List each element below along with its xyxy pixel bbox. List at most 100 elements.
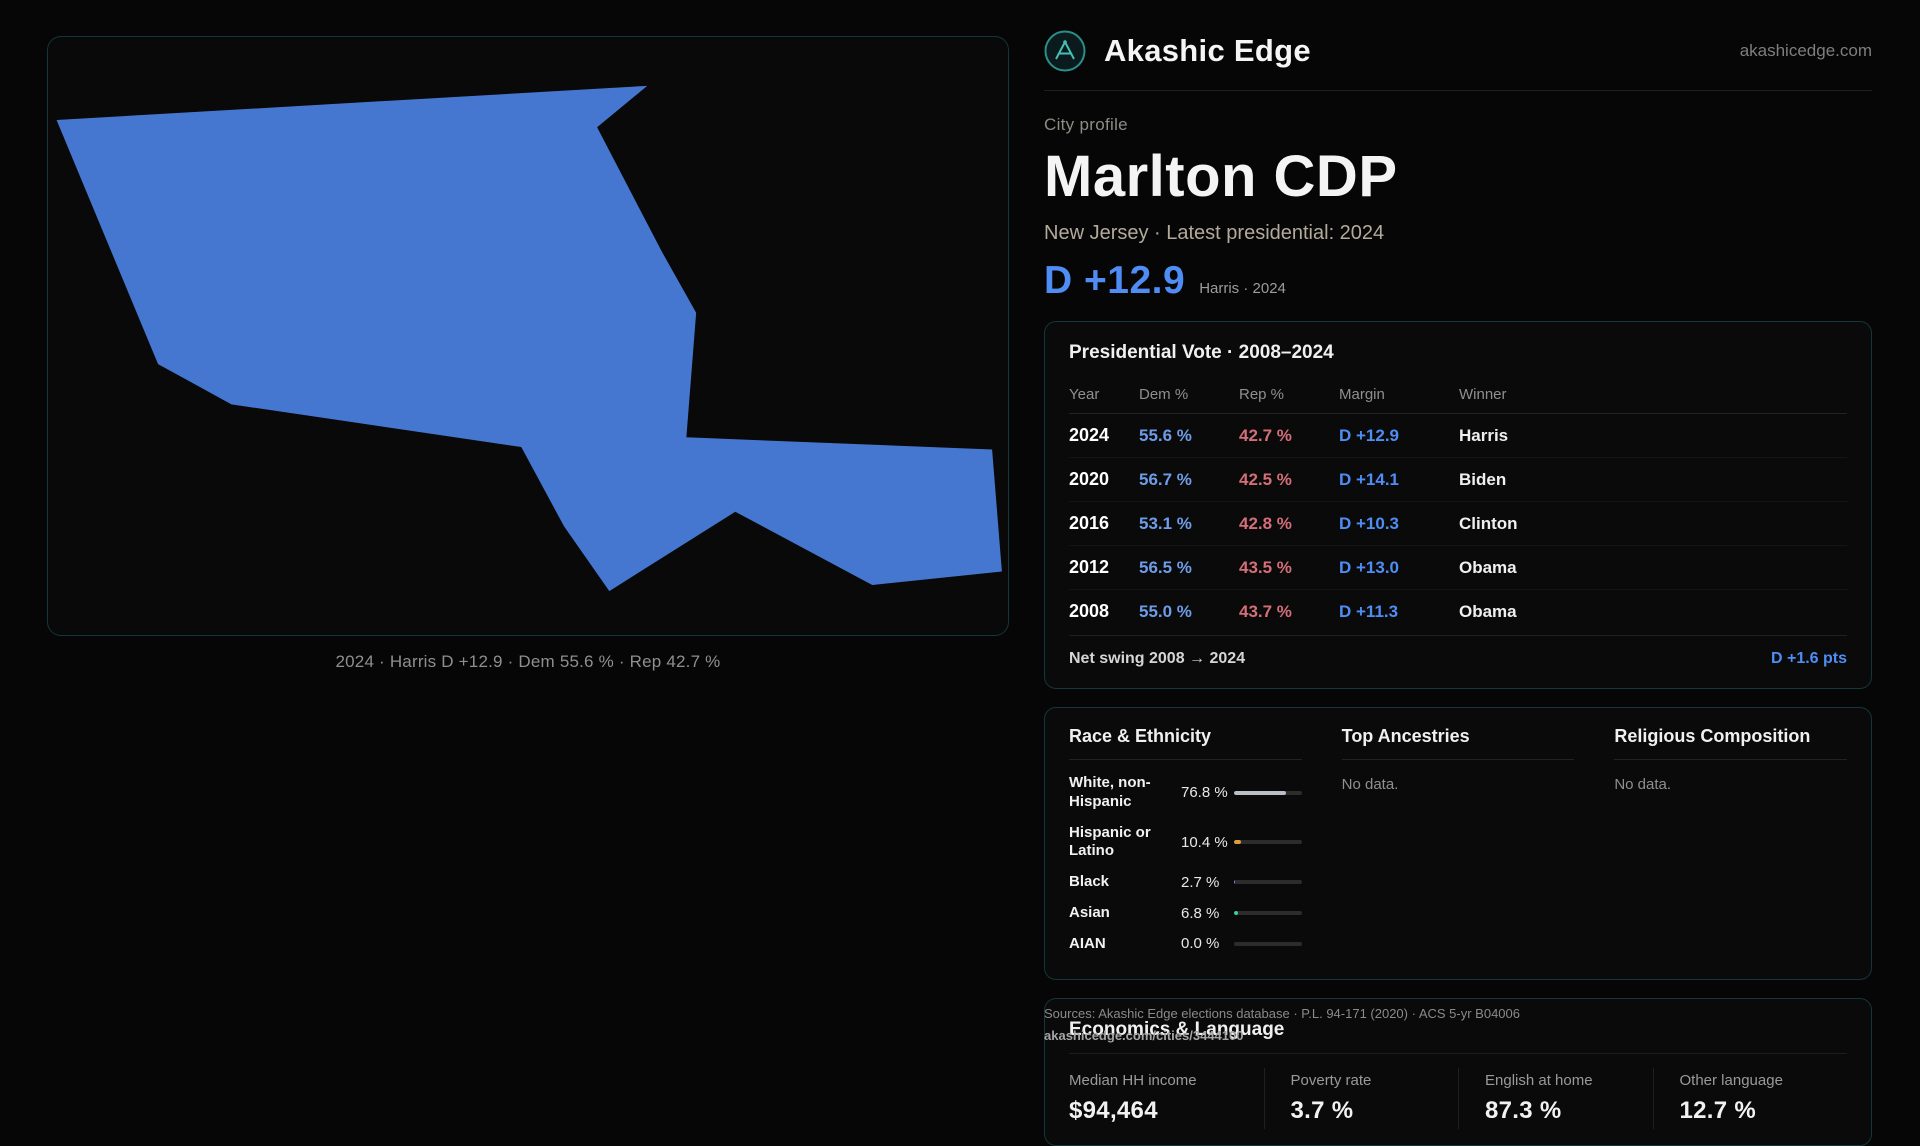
headline-note: Harris · 2024 — [1199, 280, 1286, 297]
election-row: 2008 55.0 % 43.7 % D +11.3 Obama — [1069, 590, 1847, 633]
ancestries-title: Top Ancestries — [1341, 726, 1575, 760]
race-value: 10.4 % — [1181, 833, 1228, 851]
page-title: Marlton CDP — [1044, 144, 1398, 209]
net-swing-value: D +1.6 pts — [1770, 650, 1847, 667]
col-dem: Dem % — [1139, 386, 1189, 403]
race-bar — [1233, 880, 1302, 885]
election-margin: D +13.0 — [1339, 557, 1400, 577]
election-row: 2016 53.1 % 42.8 % D +10.3 Clinton — [1069, 502, 1847, 546]
race-label: Black — [1069, 873, 1110, 890]
race-row: White, non-Hispanic 76.8 % — [1069, 768, 1302, 818]
race-section: Race & Ethnicity White, non-Hispanic 76.… — [1069, 726, 1302, 959]
race-label: Hispanic or Latino — [1069, 823, 1151, 860]
race-bar — [1233, 790, 1302, 795]
election-winner: Clinton — [1459, 513, 1518, 533]
stat-label: English at home — [1485, 1072, 1593, 1090]
election-rep-pct: 43.7 % — [1239, 601, 1292, 621]
stat-value: 3.7 % — [1290, 1097, 1354, 1125]
header-divider — [1044, 90, 1872, 91]
stat-poverty-rate: Poverty rate 3.7 % — [1263, 1068, 1459, 1130]
race-row: Black 2.7 % — [1069, 867, 1302, 898]
election-row: 2012 56.5 % 43.5 % D +13.0 Obama — [1069, 546, 1847, 590]
footer-sources: Sources: Akashic Edge elections database… — [1044, 1006, 1520, 1021]
stat-other-language: Other language 12.7 % — [1652, 1068, 1848, 1130]
demographics-card: Race & Ethnicity White, non-Hispanic 76.… — [1044, 707, 1872, 981]
election-rep-pct: 42.7 % — [1239, 425, 1292, 445]
election-winner: Obama — [1459, 601, 1517, 621]
election-winner: Biden — [1459, 469, 1507, 489]
elections-card: Presidential Vote · 2008–2024 Year Dem %… — [1044, 321, 1872, 689]
race-value: 6.8 % — [1181, 904, 1220, 922]
map-panel — [47, 36, 1009, 636]
elections-table: Year Dem % Rep % Margin Winner 2024 55.6… — [1069, 378, 1847, 672]
election-dem-pct: 55.6 % — [1139, 425, 1192, 445]
col-margin: Margin — [1339, 386, 1385, 403]
election-dem-pct: 56.7 % — [1139, 469, 1192, 489]
profile-subtitle: New Jersey · Latest presidential: 2024 — [1044, 222, 1385, 244]
city-boundary-shape — [56, 85, 1002, 592]
right-column: Akashic Edge akashicedge.com City profil… — [1044, 30, 1872, 1146]
brand-logo-icon — [1044, 30, 1086, 72]
stat-label: Poverty rate — [1290, 1072, 1372, 1090]
race-bar — [1233, 840, 1302, 845]
election-margin: D +11.3 — [1339, 601, 1399, 621]
net-swing-label: Net swing 2008 → 2024 — [1069, 650, 1246, 667]
ancestries-empty: No data. — [1341, 776, 1399, 793]
stat-value: $94,464 — [1069, 1097, 1158, 1125]
election-dem-pct: 53.1 % — [1139, 513, 1192, 533]
race-title: Race & Ethnicity — [1069, 726, 1302, 760]
election-year: 2016 — [1069, 513, 1110, 533]
stat-value: 87.3 % — [1485, 1097, 1562, 1125]
religion-section: Religious Composition No data. — [1614, 726, 1847, 959]
economics-stats: Median HH income $94,464 Poverty rate 3.… — [1069, 1068, 1848, 1130]
race-bar — [1233, 941, 1302, 946]
religion-empty: No data. — [1614, 776, 1672, 793]
election-margin: D +14.1 — [1339, 469, 1400, 489]
election-rep-pct: 43.5 % — [1239, 557, 1292, 577]
race-bar — [1233, 911, 1302, 916]
race-row: AIAN 0.0 % — [1069, 929, 1302, 960]
stat-median-income: Median HH income $94,464 — [1069, 1068, 1264, 1129]
election-margin: D +12.9 — [1339, 425, 1400, 445]
election-year: 2024 — [1069, 425, 1110, 445]
election-dem-pct: 55.0 % — [1139, 601, 1192, 621]
profile-kicker: City profile — [1044, 115, 1128, 134]
race-label: Asian — [1069, 903, 1110, 921]
election-winner: Obama — [1459, 557, 1517, 577]
race-value: 0.0 % — [1181, 935, 1220, 953]
site-header: Akashic Edge akashicedge.com — [1044, 30, 1872, 72]
stat-label: Other language — [1679, 1072, 1783, 1090]
brand-name: Akashic Edge — [1104, 33, 1311, 68]
election-rep-pct: 42.5 % — [1239, 469, 1292, 489]
race-label: White, non-Hispanic — [1069, 774, 1151, 810]
election-margin: D +10.3 — [1339, 513, 1400, 533]
col-rep: Rep % — [1239, 386, 1285, 403]
footer-url-link[interactable]: akashicedge.com/cities/3444100 — [1044, 1028, 1244, 1043]
election-winner: Harris — [1459, 425, 1509, 445]
stat-value: 12.7 % — [1679, 1097, 1757, 1125]
ancestries-section: Top Ancestries No data. — [1341, 726, 1575, 959]
election-year: 2008 — [1069, 601, 1110, 621]
election-row: 2020 56.7 % 42.5 % D +14.1 Biden — [1069, 458, 1847, 502]
site-footer: Sources: Akashic Edge elections database… — [1044, 1006, 1520, 1043]
election-row: 2024 55.6 % 42.7 % D +12.9 Harris — [1069, 414, 1847, 458]
economics-title: Economics & Language — [1069, 1019, 1847, 1055]
election-rep-pct: 42.8 % — [1239, 513, 1292, 533]
city-boundary-map — [56, 85, 1002, 592]
religion-title: Religious Composition — [1614, 726, 1847, 760]
race-value: 76.8 % — [1181, 784, 1228, 802]
col-year: Year — [1069, 386, 1100, 403]
race-row: Hispanic or Latino 10.4 % — [1069, 818, 1302, 868]
net-swing-row: Net swing 2008 → 2024 D +1.6 pts — [1069, 635, 1847, 672]
stat-label: Median HH income — [1069, 1072, 1197, 1090]
elections-header-row: Year Dem % Rep % Margin Winner — [1069, 378, 1847, 414]
site-domain-link[interactable]: akashicedge.com — [1739, 41, 1872, 60]
election-year: 2020 — [1069, 469, 1110, 489]
col-winner: Winner — [1459, 386, 1507, 403]
headline: D +12.9 Harris · 2024 — [1044, 259, 1872, 303]
elections-title: Presidential Vote · 2008–2024 — [1069, 342, 1334, 363]
race-value: 2.7 % — [1181, 873, 1220, 891]
stat-english-at-home: English at home 87.3 % — [1458, 1068, 1653, 1130]
election-dem-pct: 56.5 % — [1139, 557, 1192, 577]
headline-margin: D +12.9 — [1044, 259, 1186, 302]
